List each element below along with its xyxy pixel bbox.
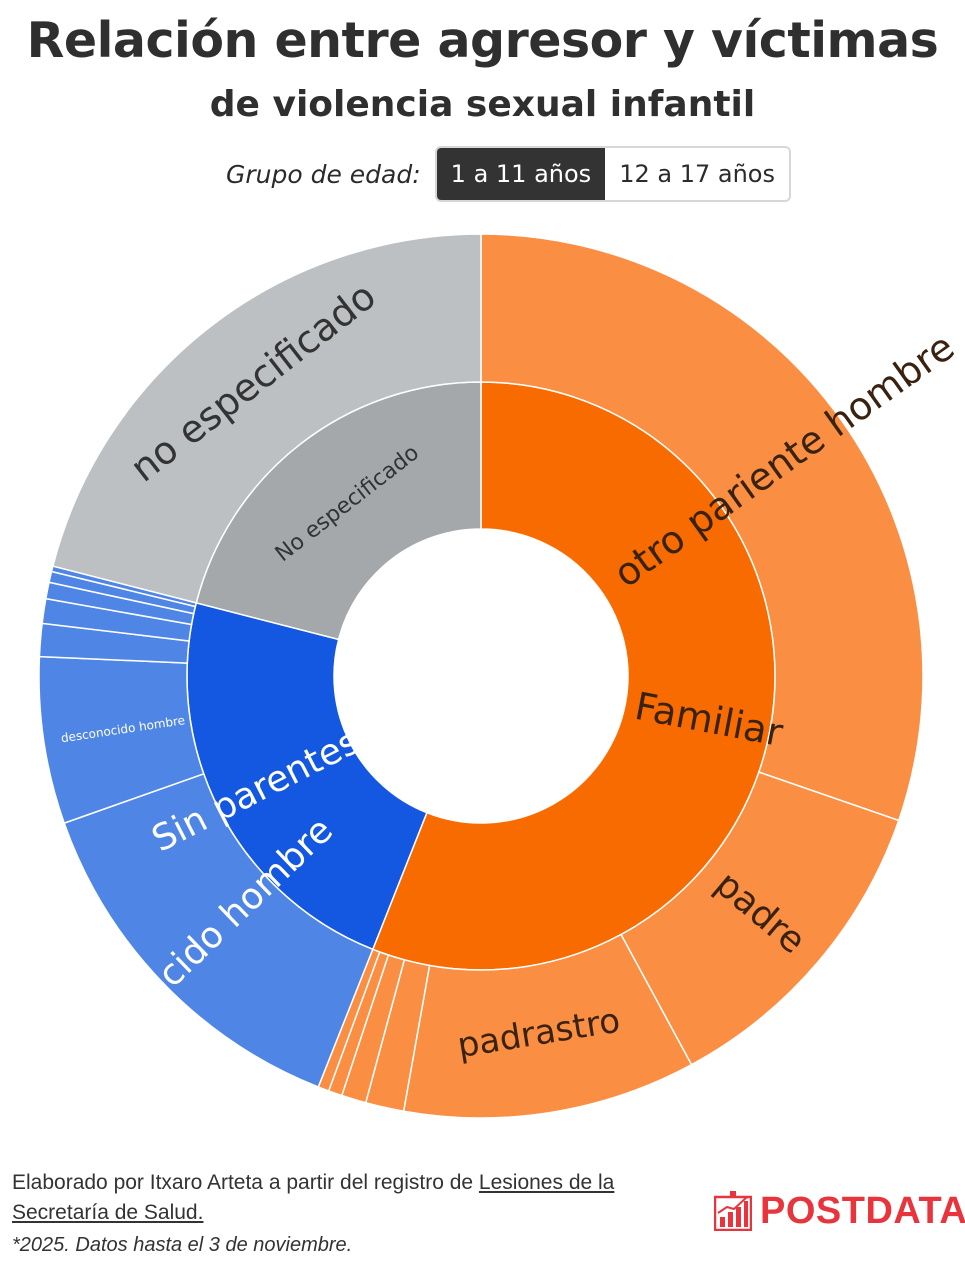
source-link[interactable]: Lesiones de la Secretaría de Salud. bbox=[12, 1171, 615, 1224]
age-option-1-11[interactable]: 1 a 11 años bbox=[436, 148, 606, 200]
age-group-filter: Grupo de edad: 1 a 11 años 12 a 17 años bbox=[226, 146, 791, 202]
age-group-label: Grupo de edad: bbox=[226, 159, 421, 189]
age-option-12-17[interactable]: 12 a 17 años bbox=[605, 148, 789, 200]
chart-subtitle: de violencia sexual infantil bbox=[209, 84, 756, 125]
chart-title: Relación entre agresor y víctimas bbox=[26, 12, 939, 69]
outer-segment-otro-pariente-hombre[interactable] bbox=[480, 233, 924, 822]
logo-text: POSTDATA bbox=[760, 1189, 965, 1232]
age-group-toggle: 1 a 11 años 12 a 17 años bbox=[434, 146, 791, 202]
outer-segment-no-especificado[interactable] bbox=[51, 233, 482, 604]
postdata-logo[interactable]: POSTDATA bbox=[714, 1188, 965, 1234]
data-note: *2025. Datos hasta el 3 de noviembre. bbox=[12, 1234, 353, 1256]
credit-prefix: Elaborado por Itxaro Arteta a partir del… bbox=[12, 1171, 479, 1194]
bar-chart-rising-icon bbox=[714, 1191, 752, 1231]
credit-text: Elaborado por Itxaro Arteta a partir del… bbox=[12, 1168, 692, 1228]
